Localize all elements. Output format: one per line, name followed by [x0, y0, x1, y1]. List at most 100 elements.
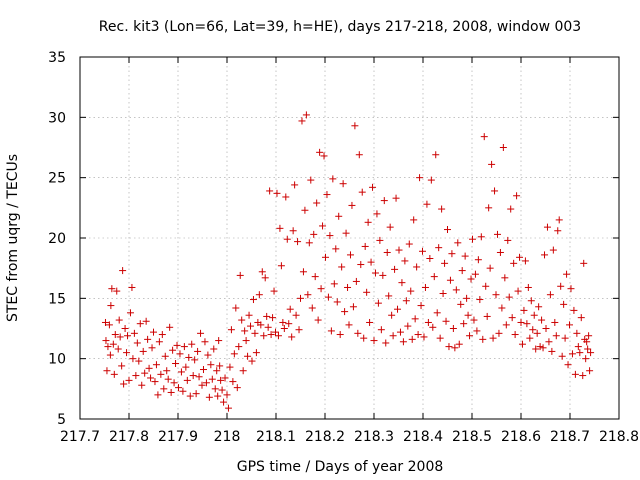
data-point [336, 331, 344, 339]
data-point [164, 375, 172, 383]
data-point [508, 314, 516, 322]
x-tick-label: 218.7 [550, 429, 590, 445]
data-point [402, 297, 410, 305]
data-point [152, 361, 160, 369]
y-tick-label: 15 [48, 291, 66, 307]
data-point [257, 321, 265, 329]
data-point [218, 386, 226, 394]
data-point [221, 374, 229, 382]
data-point [355, 151, 363, 159]
data-point [361, 242, 369, 250]
y-tick-label: 25 [48, 171, 66, 187]
data-point [371, 269, 379, 277]
tick-marks [79, 56, 620, 420]
data-point [392, 194, 400, 202]
data-point [120, 380, 128, 388]
data-point [332, 245, 340, 253]
y-tick-label: 5 [57, 412, 66, 428]
data-point [539, 344, 547, 352]
data-point [374, 299, 382, 307]
data-point [154, 391, 162, 399]
data-point [558, 352, 566, 360]
data-point [252, 349, 260, 357]
data-point [217, 376, 225, 384]
data-point [583, 338, 591, 346]
data-point [236, 271, 244, 279]
data-point [189, 372, 197, 380]
data-point [109, 340, 117, 348]
data-point [561, 334, 569, 342]
data-point [276, 224, 284, 232]
data-point [483, 312, 491, 320]
data-point [354, 329, 362, 337]
y-tick-label: 30 [48, 110, 66, 126]
data-point [342, 229, 350, 237]
data-point [141, 369, 149, 377]
data-point [577, 314, 585, 322]
data-point [495, 329, 503, 337]
data-point [535, 303, 543, 311]
data-point [241, 327, 249, 335]
data-point [183, 376, 191, 384]
data-point [382, 339, 390, 347]
data-point [121, 325, 129, 332]
data-point [230, 350, 238, 358]
data-point [108, 285, 116, 293]
data-point [307, 176, 315, 184]
data-point [448, 250, 456, 258]
data-point [435, 244, 443, 252]
data-point [299, 268, 307, 276]
data-point [395, 246, 403, 254]
data-point [128, 283, 136, 291]
data-point [255, 291, 263, 299]
grid-lines [80, 57, 619, 419]
data-point [335, 212, 343, 220]
data-point [541, 251, 549, 259]
y-tick-labels: 5 10 15 20 25 30 35 [48, 50, 66, 428]
data-point [344, 283, 352, 291]
data-point [298, 117, 306, 125]
x-axis-label: GPS time / Days of year 2008 [237, 459, 444, 475]
data-point [327, 327, 335, 335]
data-point [113, 287, 121, 295]
data-point [157, 370, 165, 378]
x-tick-labels: 217.7 217.8 217.9 218 218.1 218.2 218.3 218.4 21… [60, 429, 639, 445]
data-point [411, 315, 419, 323]
data-point [338, 263, 346, 271]
data-point [288, 333, 296, 341]
data-point [417, 302, 425, 310]
data-point [180, 343, 188, 351]
data-point [586, 367, 594, 375]
data-point [313, 199, 321, 207]
data-point [176, 350, 184, 358]
data-point [379, 271, 387, 279]
data-point [215, 337, 223, 345]
data-point [158, 331, 166, 339]
data-point [433, 309, 441, 317]
data-point [119, 267, 127, 275]
data-point [305, 239, 313, 247]
data-point [317, 285, 325, 293]
data-point [408, 335, 416, 343]
x-tick-label: 218.5 [452, 429, 492, 445]
data-point [126, 309, 134, 317]
data-point [177, 368, 185, 376]
data-point [426, 255, 434, 263]
data-point [138, 381, 146, 389]
data-point [197, 329, 205, 337]
data-point [173, 341, 181, 349]
data-point [479, 335, 487, 343]
data-point [324, 293, 332, 301]
data-point [248, 357, 256, 365]
data-point [251, 329, 259, 337]
y-tick-label: 20 [48, 231, 66, 247]
data-point [341, 308, 349, 316]
data-point [132, 372, 140, 380]
data-point [442, 317, 450, 325]
data-point [174, 384, 182, 392]
data-point [532, 345, 540, 353]
data-point [396, 328, 404, 336]
data-point [188, 340, 196, 348]
data-point [274, 332, 282, 340]
data-point [423, 200, 431, 208]
